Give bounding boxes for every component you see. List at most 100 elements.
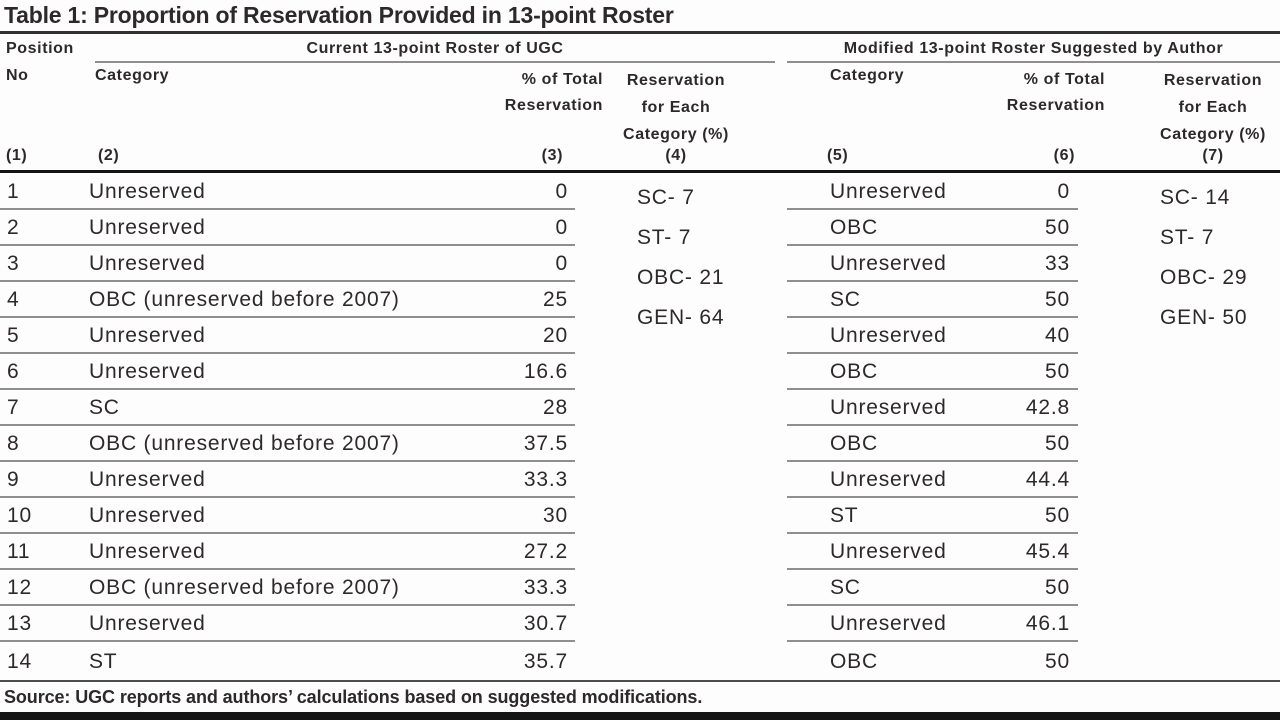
current-category-cell: Unreserved <box>89 540 206 563</box>
position-no-cell: 12 <box>7 576 32 599</box>
current-pct-cell: 28 <box>543 396 568 419</box>
modified-roster-row-block: Unreserved 45.4 <box>787 534 1078 570</box>
current-pct-cell: 16.6 <box>523 360 568 383</box>
current-category-cell: Unreserved <box>89 252 206 275</box>
modified-pct-cell: 42.8 <box>1025 396 1070 419</box>
table-row: 9 Unreserved 33.3 Unreserved 44.4 <box>0 462 1280 498</box>
modified-pct-cell: 50 <box>1045 504 1070 527</box>
current-roster-row-block: 12 OBC (unreserved before 2007) 33.3 <box>0 570 575 606</box>
modified-category-cell: OBC <box>830 650 878 673</box>
table-bottom-rule <box>0 680 1280 682</box>
position-no-cell: 13 <box>7 612 32 635</box>
current-pct-cell: 27.2 <box>523 540 568 563</box>
current-category-cell: OBC (unreserved before 2007) <box>89 432 400 455</box>
col-number-5: (5) <box>827 147 849 164</box>
current-roster-row-block: 14 ST 35.7 <box>0 642 575 678</box>
current-pct-cell: 0 <box>555 216 568 239</box>
position-no-cell: 4 <box>7 288 20 311</box>
header-current-each-line3: Category (%) <box>623 126 729 143</box>
modified-category-cell: OBC <box>830 360 878 383</box>
position-no-cell: 1 <box>7 180 20 203</box>
modified-pct-cell: 50 <box>1045 432 1070 455</box>
modified-roster-row-block: OBC 50 <box>787 354 1078 390</box>
header-current-category: Category <box>95 67 170 84</box>
position-no-cell: 9 <box>7 468 20 491</box>
current-category-cell: Unreserved <box>89 324 206 347</box>
modified-category-cell: SC <box>830 576 861 599</box>
current-roster-row-block: 1 Unreserved 0 <box>0 174 575 210</box>
current-pct-cell: 0 <box>555 180 568 203</box>
table-row: 10 Unreserved 30 ST 50 <box>0 498 1280 534</box>
current-roster-row-block: 8 OBC (unreserved before 2007) 37.5 <box>0 426 575 462</box>
table-row: 3 Unreserved 0 Unreserved 33 <box>0 246 1280 282</box>
current-category-cell: ST <box>89 650 118 673</box>
modified-category-cell: OBC <box>830 216 878 239</box>
current-reservation-each-value: OBC- 21 <box>637 266 725 289</box>
current-pct-cell: 25 <box>543 288 568 311</box>
modified-category-cell: Unreserved <box>830 324 947 347</box>
table-row: 7 SC 28 Unreserved 42.8 <box>0 390 1280 426</box>
current-reservation-each-value: ST- 7 <box>637 226 692 249</box>
position-no-cell: 14 <box>7 650 32 673</box>
header-modified-pct-total: % of Total Reservation <box>905 67 1105 119</box>
modified-roster-row-block: OBC 50 <box>787 642 1078 678</box>
modified-category-cell: ST <box>830 504 859 527</box>
modified-roster-row-block: Unreserved 40 <box>787 318 1078 354</box>
position-no-cell: 7 <box>7 396 20 419</box>
source-note: Source: UGC reports and authors’ calcula… <box>4 687 703 707</box>
header-current-pct-total: % of Total Reservation <box>403 67 603 119</box>
modified-category-cell: Unreserved <box>830 612 947 635</box>
current-category-cell: SC <box>89 396 120 419</box>
modified-roster-row-block: SC 50 <box>787 570 1078 606</box>
modified-pct-cell: 50 <box>1045 650 1070 673</box>
bottom-black-bar <box>0 712 1280 720</box>
modified-roster-row-block: ST 50 <box>787 498 1078 534</box>
current-pct-cell: 30 <box>543 504 568 527</box>
modified-category-cell: Unreserved <box>830 468 947 491</box>
current-category-cell: Unreserved <box>89 468 206 491</box>
modified-category-cell: Unreserved <box>830 540 947 563</box>
title-underline-rule <box>0 31 1280 34</box>
header-modified-pct-line2: Reservation <box>1006 97 1105 114</box>
current-pct-cell: 35.7 <box>523 650 568 673</box>
current-roster-row-block: 9 Unreserved 33.3 <box>0 462 575 498</box>
current-pct-cell: 20 <box>543 324 568 347</box>
table-row: 14 ST 35.7 OBC 50 <box>0 642 1280 678</box>
modified-roster-row-block: OBC 50 <box>787 210 1078 246</box>
current-category-cell: Unreserved <box>89 612 206 635</box>
header-current-pct-line2: Reservation <box>504 97 603 114</box>
current-pct-cell: 37.5 <box>523 432 568 455</box>
table-row: 4 OBC (unreserved before 2007) 25 SC 50 <box>0 282 1280 318</box>
header-position-no: No <box>6 67 29 84</box>
current-roster-row-block: 13 Unreserved 30.7 <box>0 606 575 642</box>
modified-category-cell: SC <box>830 288 861 311</box>
table-body: 1 Unreserved 0 Unreserved 0 2 Unreserved… <box>0 174 1280 678</box>
modified-category-cell: Unreserved <box>830 252 947 275</box>
col-number-6: (6) <box>1053 147 1075 164</box>
modified-roster-row-block: Unreserved 0 <box>787 174 1078 210</box>
current-category-cell: OBC (unreserved before 2007) <box>89 288 400 311</box>
table-row: 8 OBC (unreserved before 2007) 37.5 OBC … <box>0 426 1280 462</box>
modified-reservation-each-value: ST- 7 <box>1160 226 1215 249</box>
current-roster-row-block: 10 Unreserved 30 <box>0 498 575 534</box>
position-no-cell: 2 <box>7 216 20 239</box>
current-roster-row-block: 3 Unreserved 0 <box>0 246 575 282</box>
current-reservation-each-value: SC- 7 <box>637 186 695 209</box>
modified-pct-cell: 50 <box>1045 360 1070 383</box>
modified-category-cell: OBC <box>830 432 878 455</box>
header-modified-category: Category <box>830 67 905 84</box>
modified-pct-cell: 50 <box>1045 576 1070 599</box>
current-roster-row-block: 5 Unreserved 20 <box>0 318 575 354</box>
header-modified-each-line1: Reservation <box>1163 72 1263 89</box>
col-number-4: (4) <box>665 147 687 164</box>
current-pct-cell: 33.3 <box>523 576 568 599</box>
modified-roster-row-block: SC 50 <box>787 282 1078 318</box>
modified-pct-cell: 44.4 <box>1025 468 1070 491</box>
header-group-current-roster: Current 13-point Roster of UGC <box>306 40 564 57</box>
header-current-pct-line1: % of Total <box>521 71 603 88</box>
header-body-divider-rule <box>0 170 1280 173</box>
current-category-cell: Unreserved <box>89 360 206 383</box>
current-roster-row-block: 7 SC 28 <box>0 390 575 426</box>
current-pct-cell: 30.7 <box>523 612 568 635</box>
